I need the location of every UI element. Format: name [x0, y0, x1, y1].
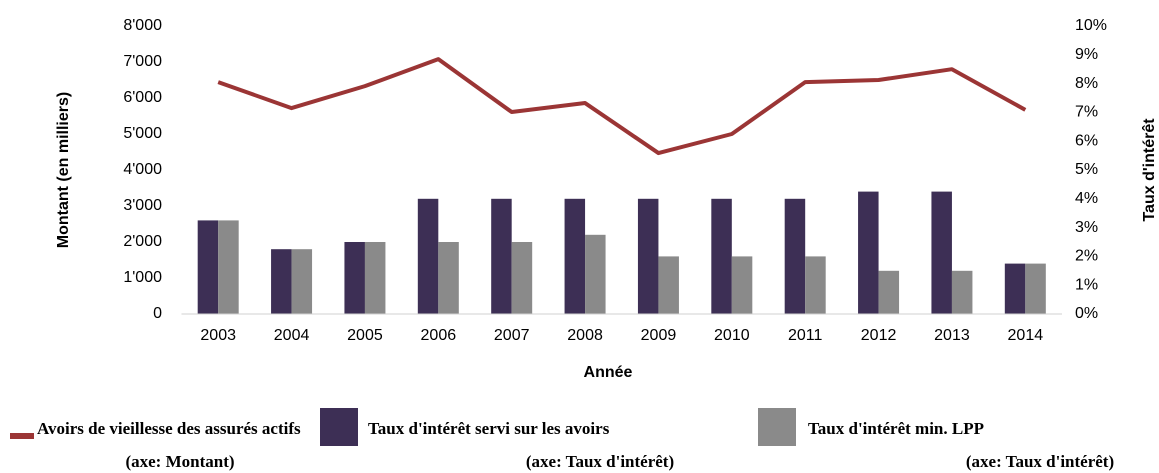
bar: [271, 249, 292, 314]
y-tick-label: 3'000: [123, 197, 162, 214]
y2-tick-label: 8%: [1075, 75, 1098, 92]
legend-label: Avoirs de vieillesse des assurés actifs: [37, 419, 301, 438]
legend-label: Taux d'intérêt servi sur les avoirs: [368, 419, 610, 438]
legend-label: Taux d'intérêt min. LPP: [808, 419, 984, 438]
bar: [1004, 263, 1026, 314]
x-tick-label: 2009: [641, 327, 677, 344]
bar: [491, 198, 512, 314]
legend-marker: [320, 408, 358, 446]
x-tick-label: 2007: [494, 327, 530, 344]
y-axis-label: Montant (en milliers): [55, 92, 72, 248]
bar: [805, 256, 826, 314]
y-tick-label: 4'000: [123, 161, 162, 178]
bar: [1025, 263, 1046, 314]
bar: [511, 242, 533, 314]
legend-marker: [758, 408, 796, 446]
bar: [438, 242, 459, 314]
y-tick-label: 0: [153, 305, 162, 322]
y2-tick-label: 6%: [1075, 132, 1098, 149]
x-tick-label: 2013: [934, 327, 970, 344]
bar: [858, 191, 879, 314]
bar: [658, 256, 679, 314]
bar: [784, 198, 806, 314]
y-tick-label: 7'000: [123, 53, 162, 70]
y-tick-label: 1'000: [123, 269, 162, 286]
y2-tick-label: 9%: [1075, 46, 1098, 63]
bar: [637, 198, 659, 314]
x-tick-label: 2012: [861, 327, 897, 344]
y2-axis-label: Taux d'intérêt: [1141, 118, 1158, 222]
x-tick-label: 2004: [274, 327, 310, 344]
y2-tick-label: 7%: [1075, 104, 1098, 121]
y2-tick-label: 2%: [1075, 248, 1098, 265]
bar: [931, 191, 952, 314]
y-tick-label: 8'000: [123, 17, 162, 34]
line: [217, 57, 1027, 156]
legend-marker: [10, 433, 34, 439]
bar: [951, 270, 973, 314]
bar: [197, 220, 219, 314]
bar: [364, 242, 386, 314]
y-tick-label: 5'000: [123, 125, 162, 142]
y2-tick-label: 1%: [1075, 276, 1098, 293]
y2-tick-label: 4%: [1075, 190, 1098, 207]
bar: [344, 242, 365, 314]
bar: [711, 198, 732, 314]
legend-sub: (axe: Montant): [125, 452, 234, 471]
x-tick-label: 2008: [567, 327, 603, 344]
x-tick-label: 2010: [714, 327, 750, 344]
y2-tick-label: 3%: [1075, 219, 1098, 236]
y2-tick-label: 0%: [1075, 305, 1098, 322]
bar: [417, 198, 439, 314]
x-tick-label: 2005: [347, 327, 383, 344]
bar: [731, 256, 753, 314]
x-tick-label: 2011: [788, 327, 823, 344]
x-tick-label: 2014: [1008, 327, 1044, 344]
x-tick-label: 2006: [421, 327, 457, 344]
legend-sub: (axe: Taux d'intérêt): [526, 452, 674, 471]
bar: [585, 234, 606, 314]
bar: [218, 220, 239, 314]
bar: [291, 249, 313, 314]
y-tick-label: 6'000: [123, 89, 162, 106]
x-tick-label: 2003: [200, 327, 236, 344]
y-tick-label: 2'000: [123, 233, 162, 250]
bar: [564, 198, 586, 314]
x-axis-label: Année: [584, 364, 633, 381]
y2-tick-label: 10%: [1075, 17, 1107, 34]
legend-sub: (axe: Taux d'intérêt): [966, 452, 1114, 471]
y2-tick-label: 5%: [1075, 161, 1098, 178]
bar: [878, 270, 900, 314]
